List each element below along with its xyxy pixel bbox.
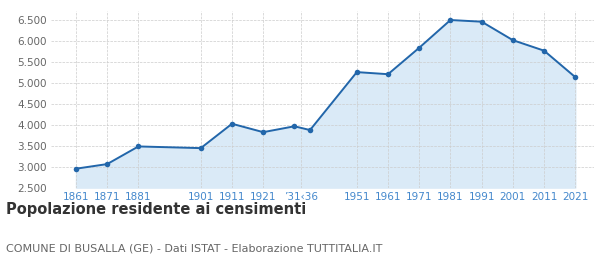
Point bbox=[196, 146, 206, 150]
Point bbox=[259, 130, 268, 134]
Point bbox=[134, 144, 143, 149]
Point bbox=[103, 162, 112, 166]
Point bbox=[539, 48, 549, 53]
Text: COMUNE DI BUSALLA (GE) - Dati ISTAT - Elaborazione TUTTITALIA.IT: COMUNE DI BUSALLA (GE) - Dati ISTAT - El… bbox=[6, 244, 382, 254]
Point bbox=[571, 75, 580, 80]
Point bbox=[477, 19, 487, 24]
Point bbox=[446, 18, 455, 22]
Text: Popolazione residente ai censimenti: Popolazione residente ai censimenti bbox=[6, 202, 306, 217]
Point bbox=[290, 124, 299, 129]
Point bbox=[227, 122, 237, 126]
Point bbox=[415, 45, 424, 50]
Point bbox=[508, 38, 518, 42]
Point bbox=[352, 70, 362, 74]
Point bbox=[305, 128, 315, 132]
Point bbox=[71, 166, 81, 171]
Point bbox=[383, 72, 393, 76]
